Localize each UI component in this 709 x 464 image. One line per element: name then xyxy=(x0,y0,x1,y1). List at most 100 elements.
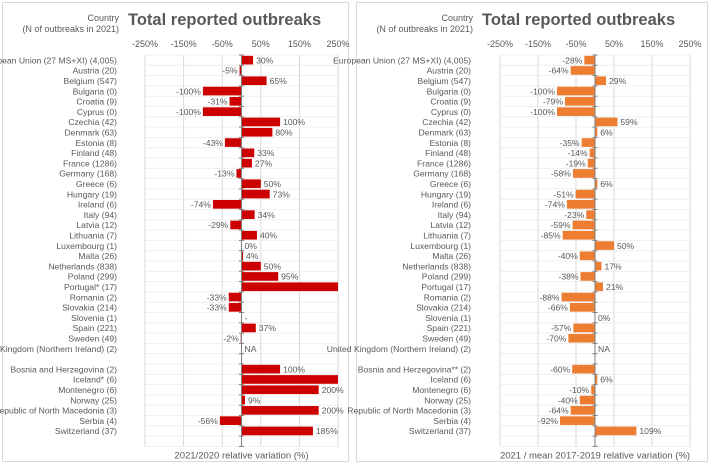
category-label: Latvia (12) xyxy=(76,220,117,230)
category-label: Bulgaria (0) xyxy=(427,86,472,96)
data-label: 37% xyxy=(259,323,277,333)
category-label: Bosnia and Herzegovina (2) xyxy=(10,364,117,374)
data-label: -74% xyxy=(545,200,565,210)
bar xyxy=(241,148,255,158)
x-tick-label: -50% xyxy=(212,39,233,49)
bar xyxy=(595,282,603,292)
bar xyxy=(212,200,242,209)
bar xyxy=(241,251,244,261)
category-label: Switzerland (37) xyxy=(409,426,471,436)
bar xyxy=(581,138,595,147)
bar-chart-2021-vs-2020: Country(N of outbreaks in 2021) Total rep… xyxy=(0,11,350,461)
data-label: 34% xyxy=(258,210,276,220)
category-label: Slovenia (1) xyxy=(425,313,471,323)
data-label: -74% xyxy=(191,200,211,210)
bar xyxy=(202,86,242,96)
y-axis-title: Country xyxy=(87,13,119,23)
data-label: 59% xyxy=(620,117,638,127)
category-label: Luxembourg (1) xyxy=(56,241,117,251)
data-label: -64% xyxy=(549,66,569,76)
bar xyxy=(241,55,254,65)
category-label: Montenegro (6) xyxy=(412,385,471,395)
bar xyxy=(589,148,595,158)
data-label: -59% xyxy=(551,220,571,230)
category-label: Belgium (547) xyxy=(418,76,472,86)
category-label: Sweden (49) xyxy=(68,333,117,343)
bar xyxy=(219,416,242,425)
bar xyxy=(595,261,602,271)
x-tick-label: 250% xyxy=(678,39,701,49)
bar xyxy=(591,385,595,395)
bar xyxy=(241,261,261,271)
data-label: -100% xyxy=(176,86,201,96)
category-label: Slovenia (1) xyxy=(71,313,117,323)
category-label: Netherlands (838) xyxy=(402,261,471,271)
data-label: 4% xyxy=(246,251,259,261)
data-label: 6% xyxy=(600,375,613,385)
category-label: Netherlands (838) xyxy=(48,261,117,271)
category-label: Lithuania (7) xyxy=(423,230,471,240)
category-label: Belgium (547) xyxy=(64,76,118,86)
bar xyxy=(241,364,281,374)
data-label: -66% xyxy=(548,303,568,313)
bar xyxy=(564,97,595,106)
bar xyxy=(241,76,267,86)
data-label: 73% xyxy=(273,189,291,199)
bar xyxy=(575,189,595,199)
x-tick-label: -50% xyxy=(565,39,586,49)
category-label: Lithuania (7) xyxy=(69,230,117,240)
category-label: Greece (6) xyxy=(76,179,117,189)
category-label: Portugal (17) xyxy=(421,282,471,292)
data-label: -58% xyxy=(551,169,571,179)
data-label: 6% xyxy=(600,127,613,137)
bar xyxy=(580,272,595,281)
data-label: -2% xyxy=(223,333,239,343)
data-label: 100% xyxy=(283,364,305,374)
category-label: Germany (168) xyxy=(413,169,471,179)
data-label: -38% xyxy=(558,272,578,282)
data-label: 0% xyxy=(245,241,258,251)
x-axis-title: 2021/2020 relative variation (%) xyxy=(174,450,308,461)
data-label: -14% xyxy=(568,148,588,158)
data-label: -40% xyxy=(558,251,578,261)
category-label: Poland (299) xyxy=(68,272,117,282)
data-label: -100% xyxy=(176,107,201,117)
data-label: -70% xyxy=(546,333,566,343)
category-label: Austria (20) xyxy=(73,66,118,76)
data-label: 9% xyxy=(248,395,261,405)
bar xyxy=(595,127,598,137)
chart-title: Total reported outbreaks xyxy=(128,11,321,29)
data-label: -60% xyxy=(550,364,570,374)
data-label: -5% xyxy=(222,66,238,76)
bar xyxy=(229,97,242,106)
bar xyxy=(230,220,242,230)
x-tick-label: -150% xyxy=(525,39,551,49)
data-label: 200% xyxy=(322,406,344,416)
bar xyxy=(586,210,595,219)
data-label: -35% xyxy=(560,138,580,148)
data-label: -85% xyxy=(541,230,561,240)
data-label: -100% xyxy=(530,86,555,96)
data-label: NA xyxy=(598,344,610,354)
bar xyxy=(595,117,618,127)
data-label: -92% xyxy=(538,416,558,426)
category-label: Luxembourg (1) xyxy=(410,241,471,251)
bar xyxy=(241,179,261,189)
category-label: Republic of North Macedonia (3) xyxy=(0,406,117,416)
category-label: United Kingdom (Northern Ireland) (2) xyxy=(327,344,471,354)
bar xyxy=(241,158,252,168)
chart-panel-2021-vs-2020: Country (N of outbreaks in 2021) Total rep… xyxy=(0,2,350,462)
data-label: 6% xyxy=(600,179,613,189)
bar xyxy=(570,406,595,415)
bar xyxy=(595,426,637,436)
data-label: 50% xyxy=(264,179,282,189)
data-label: 0% xyxy=(598,313,611,323)
data-label: -88% xyxy=(539,292,559,302)
category-label: Bosnia and Herzegovina** (2) xyxy=(358,364,471,374)
category-label: Romania (2) xyxy=(70,292,117,302)
x-tick-label: 50% xyxy=(252,39,270,49)
chart-title: Total reported outbreaks xyxy=(482,11,675,29)
bar xyxy=(228,292,242,302)
bar xyxy=(579,251,595,261)
bar xyxy=(241,406,319,415)
